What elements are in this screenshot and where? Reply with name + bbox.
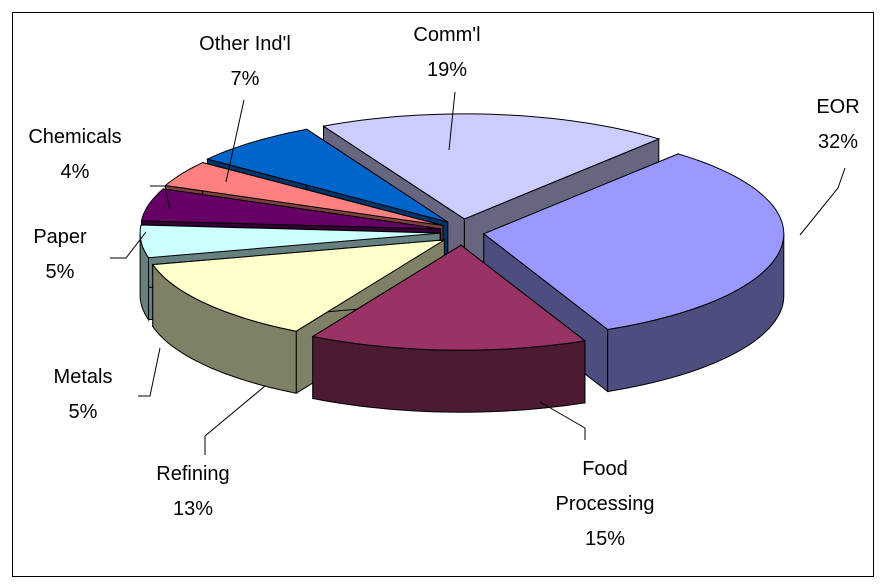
slice-label: Other Ind'l 7%: [180, 27, 310, 97]
slice-label: Metals 5%: [33, 360, 133, 430]
slice-top: [140, 188, 441, 230]
slice-label: Refining 13%: [133, 457, 253, 527]
leader-line: [204, 385, 266, 455]
category-label: Paper: [33, 226, 87, 248]
leader-line: [110, 231, 147, 259]
pie: [139, 113, 785, 413]
value-label: 7%: [230, 68, 260, 90]
slice-top: [206, 128, 448, 223]
slice-top: [311, 244, 587, 351]
slice-top: [482, 153, 785, 331]
slice-label: Comm'l 19%: [387, 18, 507, 88]
slice: [482, 153, 785, 393]
leader-line: [799, 167, 846, 236]
value-label: 4%: [60, 161, 90, 183]
leader-line: [539, 401, 586, 440]
leader-line: [225, 99, 245, 183]
slice-top: [139, 224, 441, 259]
value-label: 5%: [45, 261, 75, 283]
leader-line: [448, 91, 456, 151]
leader-line: [138, 347, 161, 397]
leader-line: [150, 185, 171, 211]
value-label: 15%: [584, 528, 626, 550]
category-label: Comm'l: [413, 24, 481, 46]
slice-label: Food Processing 15%: [540, 452, 670, 557]
slice-label: Paper 5%: [15, 220, 105, 290]
value-label: 5%: [68, 401, 98, 423]
category-label: Chemicals: [28, 126, 122, 148]
value-label: 13%: [172, 498, 214, 520]
slice-label: EOR 32%: [798, 90, 878, 160]
category-label: Food Processing: [555, 458, 655, 515]
slice-label: Chemicals 4%: [5, 120, 145, 190]
leader-lines: [110, 91, 846, 455]
value-label: 19%: [426, 59, 468, 81]
slice-top: [164, 162, 444, 226]
slice-top: [322, 113, 661, 220]
category-label: Metals: [53, 366, 113, 388]
category-label: Other Ind'l: [199, 33, 291, 55]
slice-top: [151, 239, 445, 332]
slice: [311, 244, 587, 413]
category-label: Refining: [156, 463, 230, 485]
category-label: EOR: [816, 96, 860, 118]
value-label: 32%: [817, 131, 859, 153]
